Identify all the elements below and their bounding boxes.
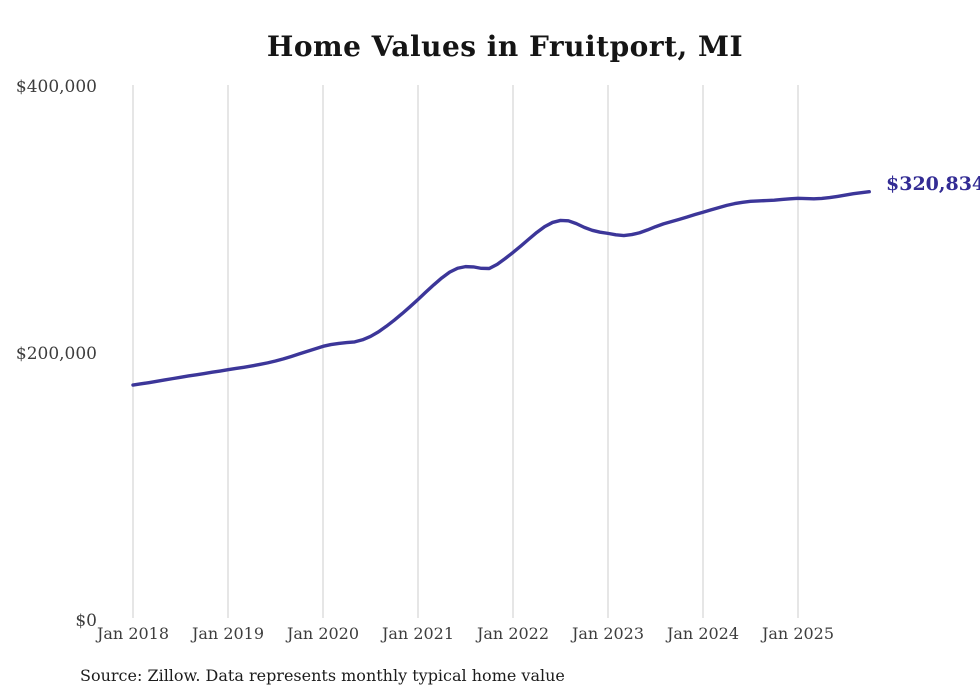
x-axis-tick-label: Jan 2022 bbox=[475, 624, 549, 643]
source-note: Source: Zillow. Data represents monthly … bbox=[80, 666, 565, 685]
y-axis-tick-label: $400,000 bbox=[16, 77, 97, 97]
x-axis-tick-label: Jan 2025 bbox=[760, 624, 834, 643]
x-axis-tick-label: Jan 2020 bbox=[285, 624, 359, 643]
x-axis-tick-label: Jan 2018 bbox=[95, 624, 169, 643]
x-axis-labels: Jan 2018 Jan 2019 Jan 2020 Jan 2021 Jan 2022… bbox=[95, 624, 834, 643]
home-value-line-series bbox=[131, 189, 871, 387]
x-axis-tick-label: Jan 2019 bbox=[190, 624, 264, 643]
y-axis-tick-label: $0 bbox=[75, 611, 97, 631]
x-axis-tick-label: Jan 2024 bbox=[665, 624, 739, 643]
y-axis-tick-label: $200,000 bbox=[16, 344, 97, 364]
latest-value-label: $320,834 bbox=[886, 173, 980, 195]
x-axis-tick-label: Jan 2021 bbox=[380, 624, 454, 643]
gridlines bbox=[132, 85, 799, 618]
chart-title: Home Values in Fruitport, MI bbox=[266, 30, 744, 63]
y-axis-labels: $0 $200,000 $400,000 bbox=[16, 77, 97, 631]
x-axis-tick-label: Jan 2023 bbox=[570, 624, 644, 643]
